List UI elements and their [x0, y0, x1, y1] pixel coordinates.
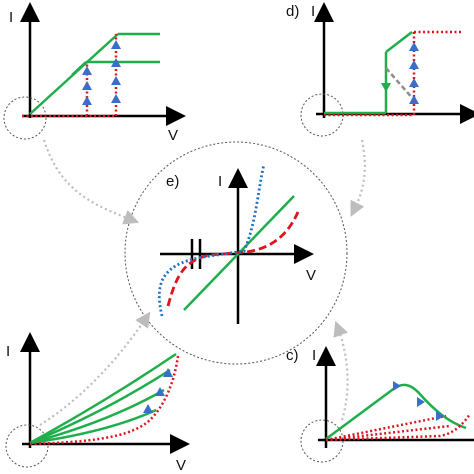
panel-c-origin-zoom-circle — [300, 419, 344, 463]
panel-b-markers — [143, 368, 173, 413]
panel-c-green-curve — [325, 383, 467, 441]
panel-b-x-label: V — [176, 457, 186, 474]
panel-c-red-dotted-curve — [325, 413, 472, 442]
panel-b-red-dotted-curve — [29, 355, 180, 446]
panel-a: I V — [3, 2, 186, 144]
panel-a-marker — [82, 66, 92, 75]
panel-c: c) I — [286, 346, 474, 463]
panel-e-blue-dotted-curve — [157, 163, 266, 317]
panel-d-markers — [381, 42, 419, 104]
panel-c-red-dotted-line-1 — [325, 414, 447, 442]
panel-c-marker — [436, 411, 444, 421]
panel-d: d) I — [286, 2, 474, 137]
panel-d-marker — [409, 95, 419, 104]
connector-a-to-e — [42, 139, 140, 225]
panel-d-green-diagonal — [385, 31, 413, 53]
panel-a-marker — [111, 76, 121, 85]
panel-c-marker — [417, 397, 425, 407]
panel-a-x-label: V — [168, 127, 178, 144]
panel-e-x-label: V — [306, 267, 316, 284]
panel-d-y-label: I — [311, 3, 315, 20]
panel-e-y-label: I — [218, 173, 222, 190]
panel-c-red-dotted-line-2 — [325, 424, 451, 442]
panel-e-enclosing-circle — [124, 141, 348, 365]
panel-a-y-label: I — [9, 9, 13, 26]
panel-e-red-dashed-curve — [166, 211, 300, 307]
panel-a-marker — [82, 96, 92, 105]
panel-b-origin-zoom-circle — [5, 424, 49, 468]
panel-b-green-curve-2 — [29, 368, 171, 445]
panel-a-marker — [111, 58, 121, 67]
connector-b-to-e — [39, 311, 151, 426]
panel-d-green-down-marker — [381, 83, 391, 92]
panel-e: e) I V — [124, 141, 348, 365]
panel-e-capacitor-symbol — [190, 239, 202, 269]
panel-c-marker — [393, 381, 401, 391]
connector-c-to-e — [333, 320, 349, 421]
panel-a-green-lower-segment — [71, 61, 87, 76]
panel-d-marker — [409, 78, 419, 87]
panel-a-origin-zoom-circle — [3, 96, 47, 140]
panel-b: I V — [5, 332, 190, 474]
panel-e-label: e) — [166, 173, 179, 190]
panel-a-marker — [82, 81, 92, 90]
panel-a-marker — [111, 40, 121, 49]
panel-c-label: c) — [286, 347, 299, 364]
connector-d-to-e — [350, 139, 366, 217]
panel-d-marker — [409, 60, 419, 69]
panel-c-y-label: I — [312, 347, 316, 364]
panel-b-marker — [163, 368, 173, 377]
panel-b-green-curve-4 — [29, 408, 157, 445]
panel-b-marker — [143, 404, 153, 413]
panel-b-green-curve-3 — [29, 388, 165, 445]
panel-a-markers — [82, 40, 121, 105]
panel-d-label: d) — [286, 3, 299, 20]
panel-d-marker — [409, 42, 419, 51]
connectors — [39, 139, 366, 426]
panel-d-grey-dashed-line — [385, 67, 415, 101]
panel-c-markers — [393, 381, 444, 421]
panel-b-y-label: I — [6, 343, 10, 360]
panel-b-marker — [155, 387, 165, 396]
panel-a-marker — [111, 94, 121, 103]
panel-b-green-curve-1 — [29, 352, 177, 445]
